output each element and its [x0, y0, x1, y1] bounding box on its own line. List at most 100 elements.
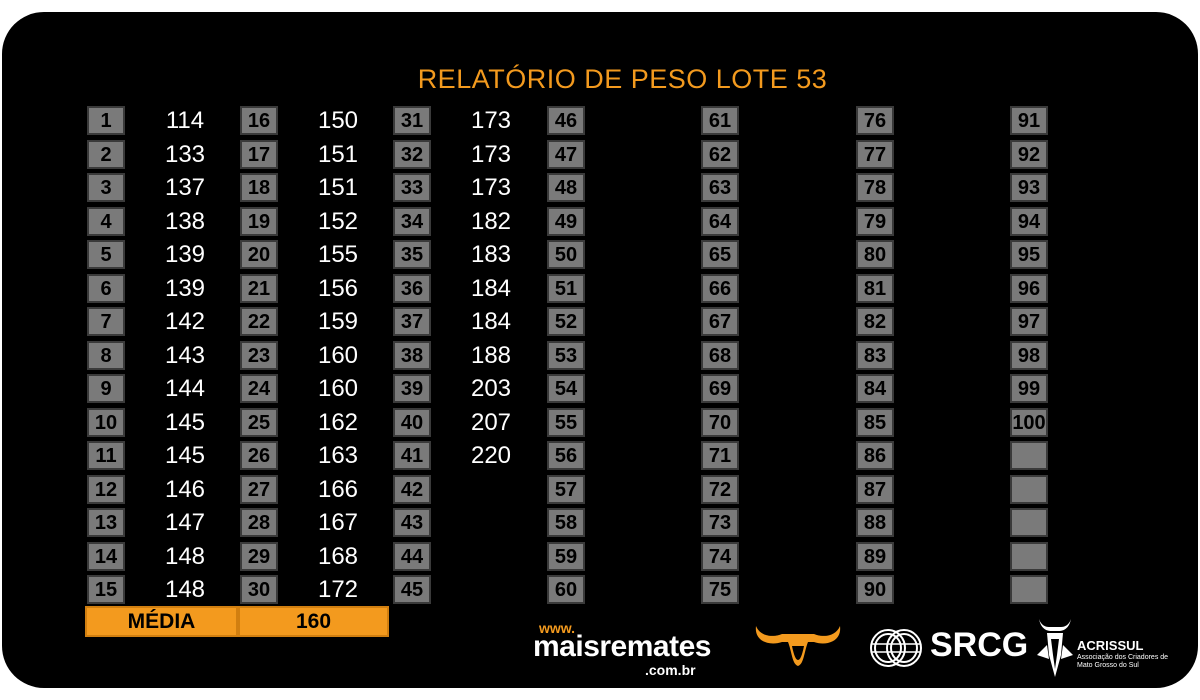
weight-value: 184 — [470, 308, 512, 335]
animal-number-cell: 17 — [240, 140, 278, 169]
animal-number-cell: 74 — [701, 542, 739, 571]
weight-value: 152 — [317, 208, 359, 235]
animal-number-cell: 18 — [240, 173, 278, 202]
empty-number-cell — [1010, 508, 1048, 537]
animal-number-cell: 51 — [547, 274, 585, 303]
animal-number-cell: 91 — [1010, 106, 1048, 135]
animal-number-cell: 38 — [393, 341, 431, 370]
animal-number-cell: 41 — [393, 441, 431, 470]
weight-value: 203 — [470, 375, 512, 402]
animal-number-cell: 48 — [547, 173, 585, 202]
weight-value: 145 — [164, 409, 206, 436]
animal-number-cell: 64 — [701, 207, 739, 236]
empty-number-cell — [1010, 441, 1048, 470]
animal-number-cell: 61 — [701, 106, 739, 135]
weight-value: 173 — [470, 107, 512, 134]
maisremates-name: maisremates — [533, 630, 711, 663]
animal-number-cell: 36 — [393, 274, 431, 303]
animal-number-cell: 60 — [547, 575, 585, 604]
animal-number-cell: 66 — [701, 274, 739, 303]
weight-value: 183 — [470, 241, 512, 268]
weight-value: 146 — [164, 476, 206, 503]
weight-value: 139 — [164, 275, 206, 302]
report-panel — [2, 12, 1198, 688]
animal-number-cell: 86 — [856, 441, 894, 470]
weight-value — [451, 508, 531, 537]
animal-number-cell: 78 — [856, 173, 894, 202]
maisremates-domain: .com.br — [645, 662, 696, 678]
weight-value: 173 — [470, 141, 512, 168]
animal-number-cell: 40 — [393, 408, 431, 437]
empty-number-cell — [1010, 475, 1048, 504]
animal-number-cell: 90 — [856, 575, 894, 604]
animal-number-cell: 14 — [87, 542, 125, 571]
animal-number-cell: 82 — [856, 307, 894, 336]
weight-value: 166 — [317, 476, 359, 503]
animal-number-cell: 9 — [87, 374, 125, 403]
animal-number-cell: 19 — [240, 207, 278, 236]
animal-number-cell: 77 — [856, 140, 894, 169]
animal-number-cell: 71 — [701, 441, 739, 470]
weight-value: 144 — [164, 375, 206, 402]
animal-number-cell: 87 — [856, 475, 894, 504]
animal-number-cell: 80 — [856, 240, 894, 269]
weight-value: 114 — [165, 107, 205, 134]
weight-value: 133 — [164, 141, 206, 168]
animal-number-cell: 58 — [547, 508, 585, 537]
animal-number-cell: 75 — [701, 575, 739, 604]
srcg-wordmark: SRCG — [930, 626, 1029, 664]
weight-value: 147 — [164, 509, 206, 536]
animal-number-cell: 49 — [547, 207, 585, 236]
animal-number-cell: 70 — [701, 408, 739, 437]
animal-number-cell: 92 — [1010, 140, 1048, 169]
animal-number-cell: 73 — [701, 508, 739, 537]
weight-value: 142 — [164, 308, 206, 335]
weight-value: 143 — [164, 342, 206, 369]
animal-number-cell: 97 — [1010, 307, 1048, 336]
animal-number-cell: 2 — [87, 140, 125, 169]
animal-number-cell: 16 — [240, 106, 278, 135]
animal-number-cell: 29 — [240, 542, 278, 571]
report-title: RELATÓRIO DE PESO LOTE 53 — [417, 64, 828, 94]
weight-value: 148 — [164, 543, 206, 570]
weight-value: 159 — [317, 308, 359, 335]
animal-number-cell: 83 — [856, 341, 894, 370]
weight-value: 172 — [317, 576, 359, 603]
animal-number-cell: 72 — [701, 475, 739, 504]
acrissul-bull-icon — [1037, 619, 1073, 677]
animal-number-cell: 34 — [393, 207, 431, 236]
animal-number-cell: 57 — [547, 475, 585, 504]
animal-number-cell: 76 — [856, 106, 894, 135]
animal-number-cell: 20 — [240, 240, 278, 269]
weight-value: 148 — [164, 576, 206, 603]
weight-value: 160 — [317, 342, 359, 369]
maisremates-logo: www. maisremates .com.br — [533, 620, 713, 678]
animal-number-cell: 3 — [87, 173, 125, 202]
weight-value: 207 — [470, 409, 512, 436]
animal-number-cell: 89 — [856, 542, 894, 571]
animal-number-cell: 69 — [701, 374, 739, 403]
animal-number-cell: 31 — [393, 106, 431, 135]
animal-number-cell: 42 — [393, 475, 431, 504]
weight-value: 151 — [317, 174, 359, 201]
animal-number-cell: 10 — [87, 408, 125, 437]
weight-value: 160 — [317, 375, 359, 402]
bull-head-icon — [755, 626, 841, 666]
animal-number-cell: 52 — [547, 307, 585, 336]
weight-value: 167 — [317, 509, 359, 536]
weight-value: 150 — [317, 107, 359, 134]
animal-number-cell: 46 — [547, 106, 585, 135]
animal-number-cell: 23 — [240, 341, 278, 370]
weight-value: 156 — [317, 275, 359, 302]
animal-number-cell: 95 — [1010, 240, 1048, 269]
animal-number-cell: 26 — [240, 441, 278, 470]
animal-number-cell: 84 — [856, 374, 894, 403]
animal-number-cell: 98 — [1010, 341, 1048, 370]
animal-number-cell: 30 — [240, 575, 278, 604]
weight-value: 188 — [470, 342, 512, 369]
average-value: 160 — [238, 606, 389, 637]
animal-number-cell: 96 — [1010, 274, 1048, 303]
animal-number-cell: 68 — [701, 341, 739, 370]
animal-number-cell: 11 — [87, 441, 125, 470]
weight-value: 168 — [317, 543, 359, 570]
